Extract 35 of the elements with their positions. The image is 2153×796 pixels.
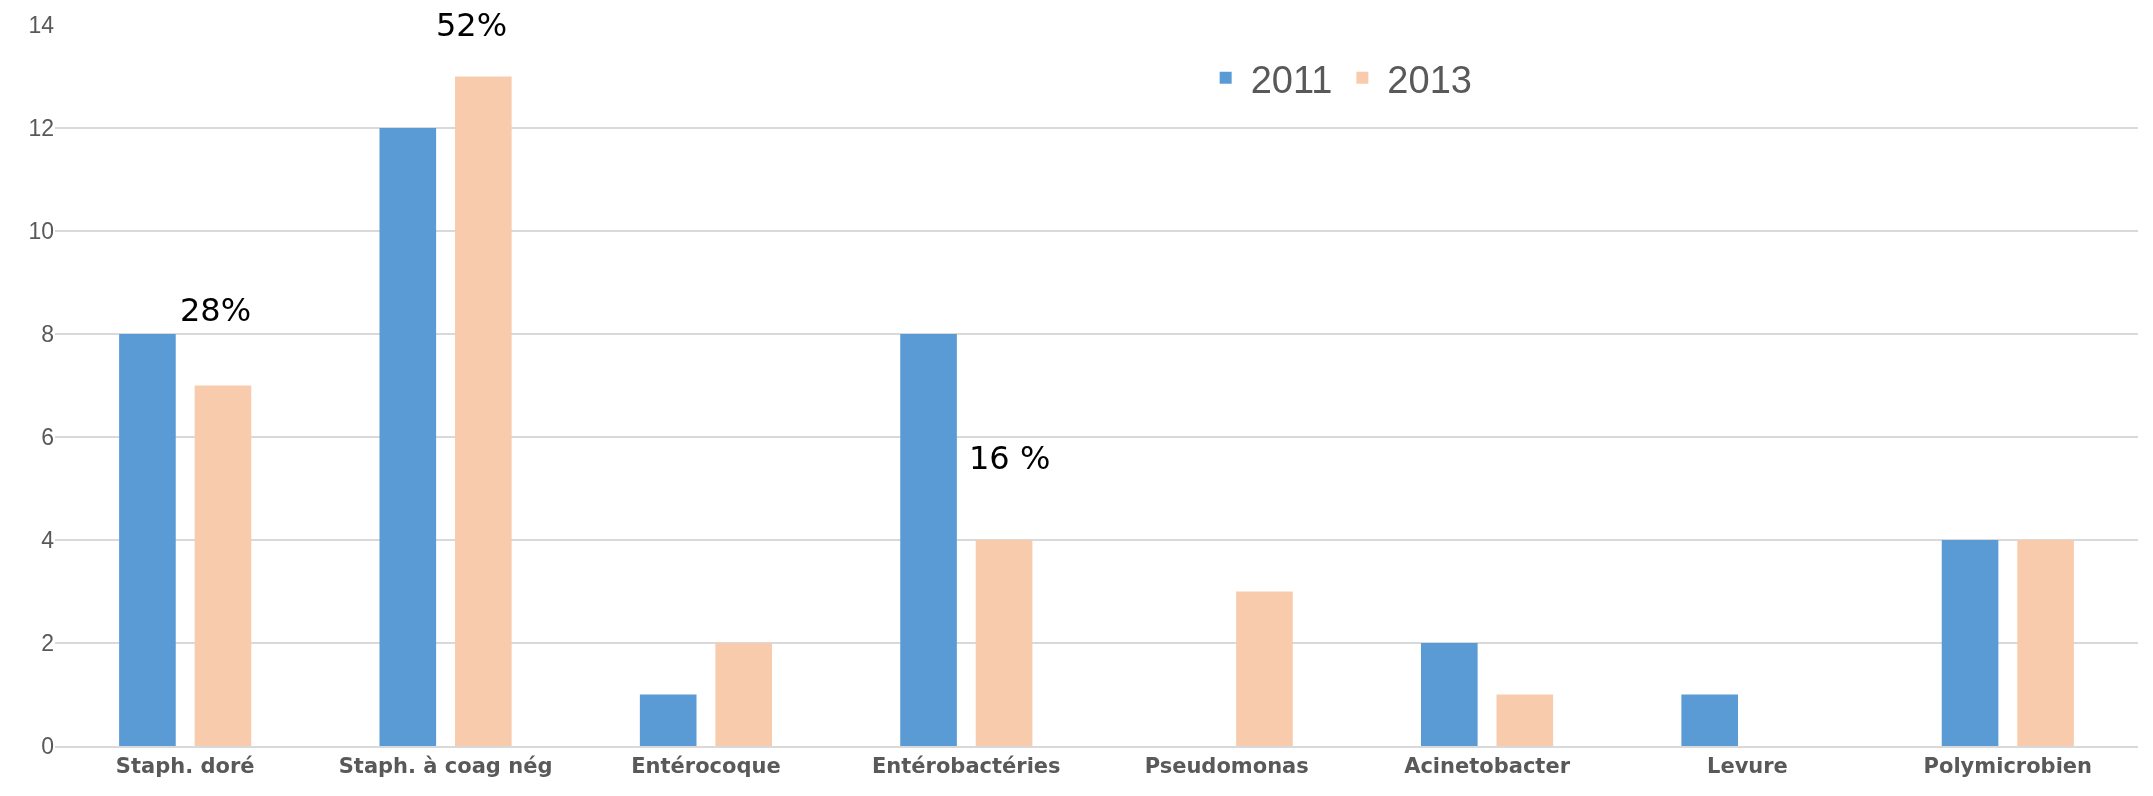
y-tick-label: 2 (41, 630, 54, 657)
y-tick-label: 10 (28, 218, 54, 245)
bar (639, 694, 697, 746)
x-tick-label: Staph. à coag nég (338, 754, 553, 779)
bar (1681, 694, 1738, 746)
annotation: 28% (180, 291, 252, 329)
legend-label: 2011 (1250, 58, 1333, 101)
bar (379, 128, 437, 746)
y-tick-label: 12 (28, 115, 54, 142)
x-tick-label: Entérocoque (631, 754, 781, 779)
y-tick-label: 8 (41, 321, 54, 348)
bar (455, 76, 512, 746)
bar (194, 385, 252, 746)
x-tick-label: Pseudomonas (1144, 754, 1309, 779)
bar (1941, 540, 1999, 746)
bar (900, 334, 957, 746)
bar (715, 643, 773, 746)
y-tick-label: 14 (28, 12, 55, 39)
legend-label: 2013 (1387, 58, 1472, 101)
annotation: 16 % (969, 439, 1051, 477)
bar (1236, 591, 1293, 746)
annotation: 52% (436, 6, 508, 44)
x-tick-label: Acinetobacter (1404, 754, 1571, 779)
y-tick-label: 6 (41, 424, 54, 451)
y-tick-label: 0 (41, 733, 54, 760)
x-tick-label: Staph. doré (115, 754, 255, 779)
bar (119, 334, 176, 746)
x-tick-label: Entérobactéries (872, 754, 1061, 779)
bar (1420, 643, 1478, 746)
x-tick-label: Polymicrobien (1923, 754, 2093, 779)
x-tick-label: Levure (1707, 754, 1788, 779)
bar (975, 540, 1033, 746)
bar (1496, 694, 1554, 746)
y-tick-label: 4 (41, 527, 55, 554)
bar (2017, 540, 2074, 746)
